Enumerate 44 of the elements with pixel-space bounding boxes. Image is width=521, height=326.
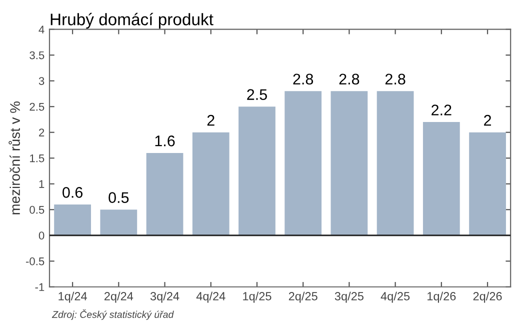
chart-title: Hrubý domácí produkt bbox=[50, 12, 214, 29]
x-tick-label: 2q/24 bbox=[104, 292, 134, 303]
y-tick-label: -0.5 bbox=[26, 257, 44, 266]
x-tick-label: 4q/25 bbox=[380, 292, 410, 303]
y-axis-title: meziroční růst v % bbox=[8, 101, 20, 214]
data-label: 2.2 bbox=[432, 104, 452, 116]
x-tick-label: 3q/25 bbox=[334, 292, 364, 303]
y-tick-label: 1.5 bbox=[30, 154, 44, 162]
bar bbox=[238, 106, 276, 236]
x-tick-label: 4q/24 bbox=[196, 292, 226, 303]
data-label: 1.6 bbox=[155, 136, 175, 146]
bar bbox=[330, 91, 368, 236]
data-label: 2 bbox=[484, 114, 492, 126]
bar bbox=[376, 91, 414, 236]
y-tick-label: 3 bbox=[38, 77, 44, 85]
y-tick-label: -1 bbox=[35, 283, 44, 291]
x-tick-label: 1q/24 bbox=[58, 292, 87, 303]
data-label: 0.6 bbox=[62, 187, 82, 198]
x-tick-label: 3q/24 bbox=[150, 292, 180, 303]
bar bbox=[469, 132, 506, 236]
data-label: 0.5 bbox=[108, 192, 129, 203]
data-label: 2.8 bbox=[339, 74, 360, 85]
y-tick-label: 0 bbox=[38, 232, 44, 240]
x-tick-label: 1q/26 bbox=[428, 292, 456, 303]
x-tick-label: 1q/25 bbox=[243, 292, 272, 303]
y-tick-label: 2.5 bbox=[30, 102, 44, 111]
bar bbox=[146, 152, 184, 236]
x-tick-label: 2q/25 bbox=[288, 292, 318, 303]
bar bbox=[100, 210, 138, 236]
y-tick-label: 1 bbox=[39, 180, 44, 188]
bar bbox=[422, 122, 460, 236]
bar bbox=[192, 132, 230, 236]
y-tick-label: 2 bbox=[39, 128, 44, 136]
y-tick-label: 3.5 bbox=[30, 51, 44, 60]
y-tick-label: 0.5 bbox=[30, 206, 44, 214]
data-label: 2.8 bbox=[293, 74, 314, 85]
data-label: 2 bbox=[207, 114, 214, 126]
bar bbox=[284, 91, 322, 236]
y-tick-label: 4 bbox=[38, 26, 44, 34]
text: Zdroj: Český statistický úřad bbox=[52, 309, 174, 320]
data-label: 2.8 bbox=[385, 74, 406, 85]
data-label: 2.5 bbox=[247, 89, 267, 100]
bar bbox=[54, 204, 91, 236]
x-tick-label: 2q/26 bbox=[473, 292, 502, 303]
